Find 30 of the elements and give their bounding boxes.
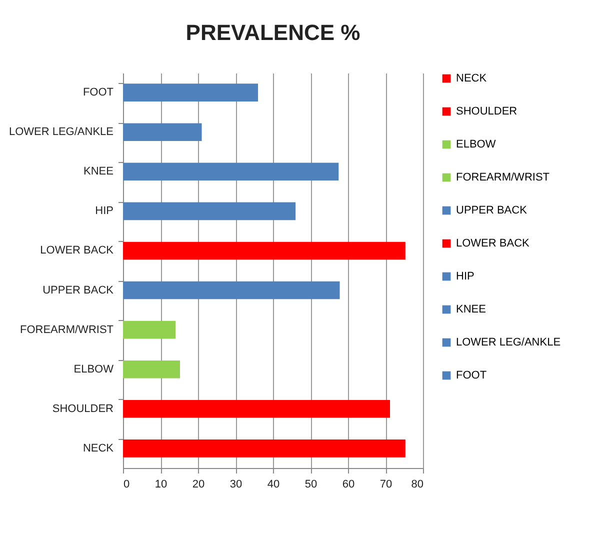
x-tick-label: 20 xyxy=(192,478,205,490)
y-tick-label: FOREARM/WRIST xyxy=(20,324,114,336)
legend-label: NECK xyxy=(456,72,488,84)
y-tick-label: NECK xyxy=(82,442,114,454)
legend-label: LOWER LEG/ANKLE xyxy=(456,336,561,348)
x-tick-label: 30 xyxy=(230,478,242,490)
y-tick-label: LOWER LEG/ANKLE xyxy=(8,126,114,138)
y-tick-label: KNEE xyxy=(84,166,114,178)
chart-title: PREVALENCE % xyxy=(186,20,360,45)
y-tick-label: ELBOW xyxy=(74,363,114,376)
y-tick-label: HIP xyxy=(95,205,114,218)
legend-label: ELBOW xyxy=(456,138,496,150)
x-tick-label: 70 xyxy=(380,478,392,490)
legend-label: UPPER BACK xyxy=(456,204,528,216)
y-tick-label: FOOT xyxy=(82,86,114,99)
x-tick-label: 60 xyxy=(342,478,355,490)
y-tick-label: UPPER BACK xyxy=(42,284,114,296)
legend-label: SHOULDER xyxy=(456,106,518,118)
x-tick-label: 0 xyxy=(124,478,130,490)
legend-label: LOWER BACK xyxy=(456,238,530,250)
legend-label: FOREARM/WRIST xyxy=(456,172,550,184)
y-tick-label: SHOULDER xyxy=(52,402,114,415)
x-tick-label: 40 xyxy=(267,478,280,490)
legend-label: FOOT xyxy=(456,370,487,382)
x-tick-label: 10 xyxy=(154,478,168,490)
y-tick-label: LOWER BACK xyxy=(40,244,114,257)
x-tick-label: 80 xyxy=(411,478,424,490)
x-tick-label: 50 xyxy=(304,478,318,490)
legend-label: KNEE xyxy=(456,304,486,316)
legend-label: HIP xyxy=(456,270,474,282)
